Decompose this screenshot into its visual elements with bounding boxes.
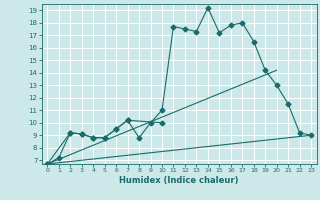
X-axis label: Humidex (Indice chaleur): Humidex (Indice chaleur) bbox=[119, 176, 239, 185]
